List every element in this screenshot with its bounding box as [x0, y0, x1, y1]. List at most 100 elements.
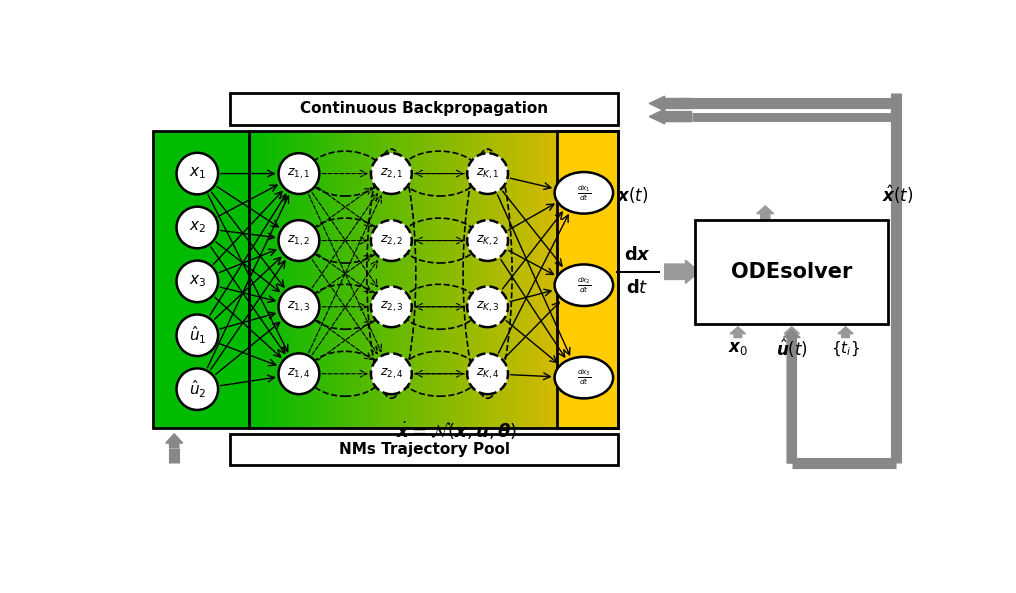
- Bar: [346, 131, 347, 428]
- Bar: [608, 131, 609, 428]
- Bar: [279, 131, 281, 428]
- Bar: [338, 131, 340, 428]
- Bar: [572, 131, 573, 428]
- Bar: [332, 131, 334, 428]
- Bar: [256, 131, 258, 428]
- Bar: [399, 131, 400, 428]
- Bar: [434, 131, 435, 428]
- Bar: [417, 131, 418, 428]
- Bar: [267, 131, 269, 428]
- Bar: [473, 131, 474, 428]
- Bar: [367, 131, 369, 428]
- Text: $z_{1,1}$: $z_{1,1}$: [288, 167, 311, 181]
- Bar: [414, 131, 416, 428]
- Bar: [611, 131, 613, 428]
- Ellipse shape: [555, 357, 613, 398]
- Bar: [418, 131, 420, 428]
- Bar: [607, 131, 608, 428]
- Bar: [568, 131, 570, 428]
- FancyArrow shape: [649, 109, 692, 124]
- Text: NMs Trajectory Pool: NMs Trajectory Pool: [338, 442, 510, 457]
- Bar: [526, 131, 527, 428]
- Bar: [354, 131, 356, 428]
- Circle shape: [177, 314, 218, 356]
- Bar: [468, 131, 469, 428]
- Bar: [500, 131, 502, 428]
- Bar: [301, 131, 302, 428]
- Bar: [422, 131, 423, 428]
- Bar: [444, 131, 445, 428]
- Bar: [280, 131, 282, 428]
- Bar: [261, 131, 263, 428]
- FancyArrow shape: [649, 96, 692, 111]
- Bar: [285, 131, 288, 428]
- Bar: [557, 131, 559, 428]
- Text: $x_3$: $x_3$: [189, 273, 206, 289]
- Bar: [498, 131, 500, 428]
- Bar: [302, 131, 304, 428]
- Text: $x_2$: $x_2$: [189, 219, 206, 235]
- Bar: [230, 434, 619, 465]
- Bar: [295, 131, 296, 428]
- Circle shape: [371, 220, 411, 261]
- Bar: [363, 131, 364, 428]
- Bar: [511, 131, 513, 428]
- Bar: [328, 131, 329, 428]
- Text: $\hat{u}_2$: $\hat{u}_2$: [189, 378, 206, 400]
- Bar: [583, 131, 584, 428]
- Bar: [528, 131, 530, 428]
- Bar: [380, 131, 381, 428]
- Bar: [544, 131, 545, 428]
- Bar: [581, 131, 583, 428]
- Bar: [326, 131, 328, 428]
- Bar: [347, 131, 350, 428]
- Bar: [560, 131, 561, 428]
- Bar: [337, 131, 339, 428]
- Bar: [492, 131, 493, 428]
- Bar: [447, 131, 449, 428]
- Bar: [471, 131, 473, 428]
- Bar: [274, 131, 276, 428]
- Bar: [423, 131, 425, 428]
- Text: $\{t_i\}$: $\{t_i\}$: [831, 339, 861, 358]
- Bar: [545, 131, 547, 428]
- Bar: [389, 131, 391, 428]
- Bar: [556, 131, 557, 428]
- Bar: [482, 131, 484, 428]
- Bar: [382, 131, 384, 428]
- Bar: [329, 131, 330, 428]
- Bar: [469, 131, 471, 428]
- Bar: [254, 131, 255, 428]
- Bar: [409, 131, 410, 428]
- Bar: [505, 131, 507, 428]
- Bar: [384, 131, 386, 428]
- Bar: [407, 131, 409, 428]
- Bar: [322, 131, 323, 428]
- Bar: [410, 131, 411, 428]
- Text: $z_{1,2}$: $z_{1,2}$: [288, 234, 311, 248]
- Text: $\mathbf{d}t$: $\mathbf{d}t$: [627, 279, 649, 298]
- Bar: [521, 131, 523, 428]
- Bar: [411, 131, 414, 428]
- FancyArrow shape: [783, 330, 801, 463]
- Bar: [348, 131, 351, 428]
- Text: $\boldsymbol{x}(t)$: $\boldsymbol{x}(t)$: [617, 185, 648, 205]
- Bar: [325, 131, 327, 428]
- Bar: [250, 131, 252, 428]
- Bar: [562, 131, 564, 428]
- Bar: [353, 131, 354, 428]
- Bar: [366, 131, 368, 428]
- Bar: [448, 131, 450, 428]
- Bar: [515, 131, 516, 428]
- Bar: [319, 131, 321, 428]
- Bar: [558, 131, 560, 428]
- Bar: [419, 131, 421, 428]
- Circle shape: [467, 353, 508, 394]
- Bar: [517, 131, 519, 428]
- Bar: [495, 131, 497, 428]
- Bar: [296, 131, 298, 428]
- Text: $\hat{\boldsymbol{u}}(t)$: $\hat{\boldsymbol{u}}(t)$: [776, 337, 808, 359]
- Bar: [412, 131, 415, 428]
- Bar: [537, 131, 538, 428]
- Circle shape: [278, 220, 319, 261]
